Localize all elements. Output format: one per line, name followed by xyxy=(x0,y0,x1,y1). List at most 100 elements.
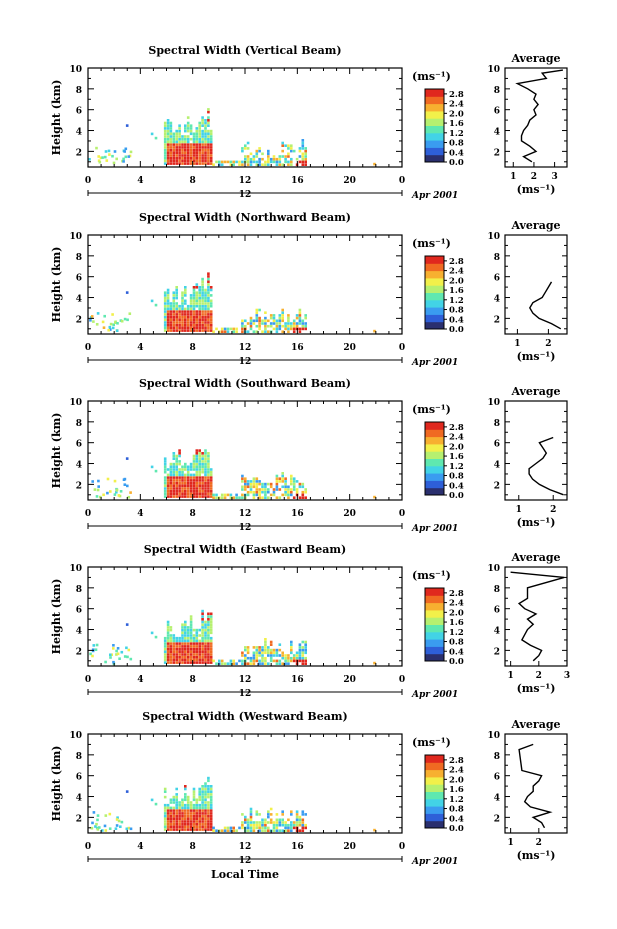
heatmap-cell xyxy=(278,818,282,822)
panel-title: Spectral Width (Westward Beam) xyxy=(142,710,347,723)
heatmap-cell xyxy=(207,116,210,119)
heatmap-cell xyxy=(181,492,184,496)
heatmap-cell xyxy=(122,157,125,161)
heatmap-cell xyxy=(95,495,99,498)
heatmap-cell xyxy=(209,620,213,624)
heatmap-cell xyxy=(301,139,305,142)
heatmap-cell xyxy=(267,648,270,652)
heatmap-cell xyxy=(287,322,290,325)
heatmap-cell xyxy=(290,327,293,331)
heatmap-cell xyxy=(255,160,259,164)
heatmap-cell xyxy=(178,658,181,662)
heatmap-cell xyxy=(304,155,307,158)
heatmap-cell xyxy=(195,129,199,133)
heatmap-cell xyxy=(189,148,193,152)
heatmap-cell xyxy=(189,143,193,146)
x-tick-label: 12 xyxy=(239,509,252,519)
heatmap-cell xyxy=(252,493,256,497)
colorbar-tick-label: 0.8 xyxy=(449,638,464,648)
heatmap-cell xyxy=(189,296,193,300)
heatmap-cell xyxy=(226,160,230,164)
heatmap-cell xyxy=(184,146,187,149)
colorbar-segment xyxy=(425,595,444,604)
heatmap-cell xyxy=(106,491,109,495)
heatmap-cell xyxy=(186,321,190,324)
heatmap-cell xyxy=(232,659,235,663)
heatmap-cell xyxy=(163,468,167,471)
colorbar-tick-label: 0.0 xyxy=(449,158,464,168)
heatmap-cell xyxy=(272,493,276,497)
heatmap-cell xyxy=(181,473,184,477)
heatmap-cell xyxy=(192,321,196,324)
heatmap-cell xyxy=(175,310,178,313)
heatmap-cell xyxy=(198,148,201,152)
average-frame xyxy=(504,234,568,335)
heatmap-cell xyxy=(175,645,178,648)
average-title: Average xyxy=(510,718,560,731)
heatmap-cell xyxy=(178,495,181,498)
heatmap-cell xyxy=(169,321,173,324)
average-y-tick-label: 8 xyxy=(494,585,500,595)
heatmap-cell xyxy=(201,785,204,788)
heatmap-cell xyxy=(258,308,261,312)
heatmap-cell xyxy=(172,304,176,308)
heatmap-cell xyxy=(244,157,247,161)
heatmap-cell xyxy=(207,645,210,648)
heatmap-cell xyxy=(192,299,196,303)
heatmap-cell xyxy=(175,462,178,466)
heatmap-cell xyxy=(275,662,279,665)
colorbar-segment xyxy=(425,314,444,323)
heatmap-cell xyxy=(281,810,284,813)
heatmap-cell xyxy=(204,658,207,662)
heatmap-cell xyxy=(207,801,210,804)
heatmap-cell xyxy=(249,662,253,665)
heatmap-cell xyxy=(198,787,201,791)
heatmap-cell xyxy=(163,326,167,330)
heatmap-cell xyxy=(181,299,184,303)
heatmap-cell xyxy=(281,480,284,483)
heatmap-cell xyxy=(201,790,204,793)
heatmap-cell xyxy=(204,454,207,458)
heatmap-cell xyxy=(264,482,267,486)
heatmap-cell xyxy=(284,656,287,660)
heatmap-cell xyxy=(166,817,170,821)
heatmap-cell xyxy=(178,162,181,165)
heatmap-cell xyxy=(201,487,204,490)
x-tick-label: 20 xyxy=(343,675,356,685)
heatmap-cell xyxy=(244,324,247,328)
heatmap-cell xyxy=(301,640,305,644)
heatmap-cell xyxy=(198,465,201,469)
heatmap-cell xyxy=(298,829,302,832)
heatmap-cell xyxy=(229,659,233,663)
heatmap-cell xyxy=(204,809,207,812)
heatmap-cell xyxy=(209,618,213,621)
heatmap-cell xyxy=(178,803,181,807)
heatmap-cell xyxy=(189,653,193,656)
heatmap-cell xyxy=(287,316,290,320)
heatmap-cell xyxy=(178,129,181,133)
heatmap-cell xyxy=(186,661,190,664)
x-tick-label: 0 xyxy=(85,343,91,353)
heatmap-cell xyxy=(301,818,305,822)
heatmap-cell xyxy=(184,658,187,662)
heatmap-cell xyxy=(264,327,267,331)
heatmap-cell xyxy=(122,160,125,163)
heatmap-cell xyxy=(301,810,305,813)
heatmap-cell xyxy=(278,829,282,832)
x-tick-label: 4 xyxy=(137,509,143,519)
heatmap-cell xyxy=(204,634,207,637)
heatmap-cell xyxy=(181,146,184,149)
heatmap-cell xyxy=(272,490,276,494)
heatmap-cell xyxy=(264,826,267,830)
heatmap-cell xyxy=(287,324,290,328)
heatmap-cell xyxy=(204,820,207,823)
heatmap-cell xyxy=(207,647,210,651)
heatmap-cell xyxy=(287,327,290,331)
heatmap-cell xyxy=(95,826,99,830)
date-day-label: 12 xyxy=(239,689,252,699)
heatmap-cell xyxy=(264,656,267,660)
heatmap-cell xyxy=(198,658,201,662)
heatmap-cell xyxy=(172,294,176,297)
heatmap-cell xyxy=(301,651,305,655)
y-tick-label: 10 xyxy=(69,398,82,408)
